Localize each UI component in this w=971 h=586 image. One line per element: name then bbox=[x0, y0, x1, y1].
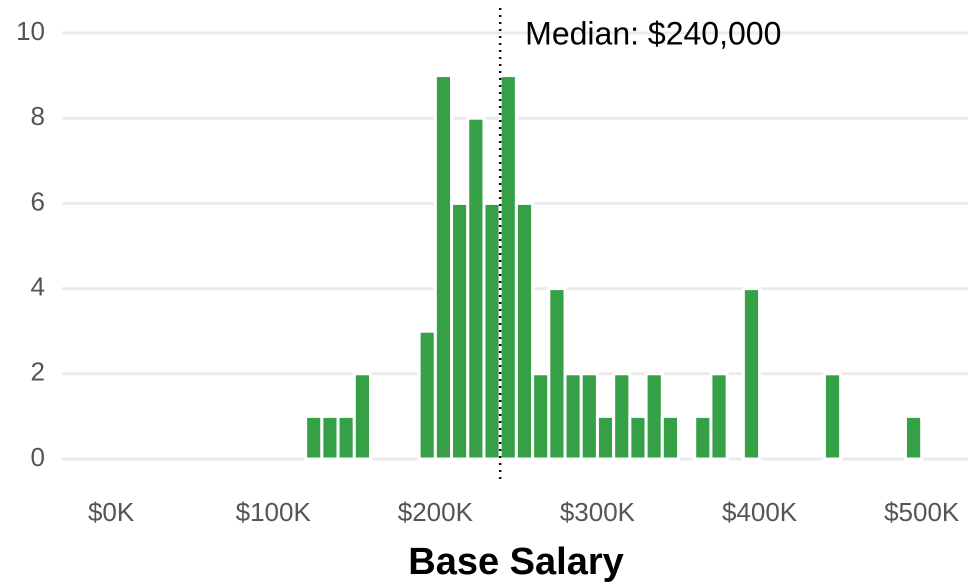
bar bbox=[644, 372, 664, 461]
x-axis-title: Base Salary bbox=[408, 541, 624, 583]
bar bbox=[822, 372, 843, 461]
y-tick-label: 4 bbox=[31, 271, 45, 301]
y-tick-label: 6 bbox=[31, 186, 45, 216]
y-tick-label: 2 bbox=[31, 357, 45, 387]
x-tick-label: $200K bbox=[398, 497, 474, 527]
x-tick-label: $0K bbox=[88, 497, 135, 527]
bar bbox=[498, 74, 518, 461]
bar bbox=[563, 372, 583, 461]
x-tick-label: $100K bbox=[236, 497, 312, 527]
bar bbox=[903, 414, 924, 461]
y-tick-label: 10 bbox=[16, 16, 45, 46]
x-tick-label: $500K bbox=[884, 497, 960, 527]
bar bbox=[612, 372, 632, 461]
bar bbox=[628, 414, 648, 461]
bar bbox=[514, 201, 535, 461]
bar bbox=[482, 201, 502, 461]
bar bbox=[741, 287, 762, 461]
bar bbox=[352, 372, 372, 461]
bar bbox=[547, 287, 567, 461]
bar bbox=[595, 414, 616, 461]
bar bbox=[709, 372, 729, 461]
bar bbox=[660, 414, 681, 461]
bar bbox=[336, 414, 356, 461]
median-label: Median: $240,000 bbox=[525, 15, 781, 51]
bar bbox=[466, 116, 486, 461]
bar bbox=[304, 414, 324, 461]
bar bbox=[320, 414, 340, 461]
x-tick-label: $300K bbox=[560, 497, 636, 527]
bar bbox=[693, 414, 713, 461]
bar bbox=[531, 372, 551, 461]
y-tick-label: 8 bbox=[31, 101, 45, 131]
x-tick-label: $400K bbox=[722, 497, 798, 527]
bar bbox=[450, 201, 470, 461]
bar bbox=[417, 329, 437, 461]
bar bbox=[433, 74, 454, 461]
bar bbox=[579, 372, 599, 461]
y-tick-label: 0 bbox=[31, 442, 45, 472]
